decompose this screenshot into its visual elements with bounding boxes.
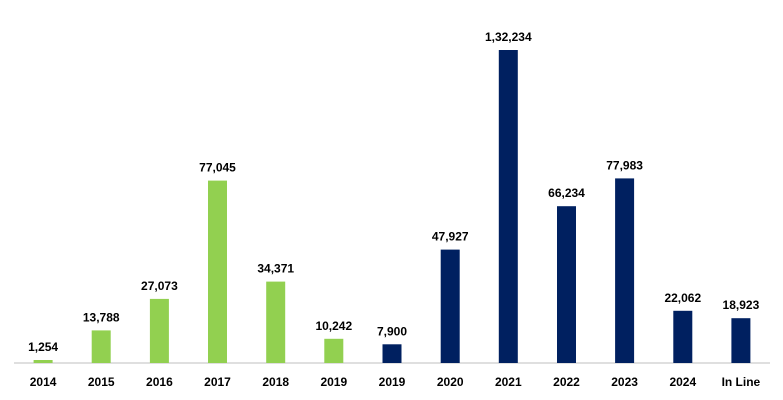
- data-label-12: 22,062: [664, 291, 701, 305]
- x-tick-label-4: 2017: [204, 375, 231, 389]
- bar-13: [731, 318, 751, 363]
- x-tick-label-2: 2015: [88, 375, 115, 389]
- x-tick-label-9: 2021: [495, 375, 522, 389]
- data-label-2: 13,788: [83, 310, 120, 324]
- x-tick-label-3: 2016: [146, 375, 173, 389]
- data-label-1: 1,254: [28, 340, 58, 354]
- x-tick-label-8: 2020: [437, 375, 464, 389]
- x-tick-label-6: 2019: [320, 375, 347, 389]
- bar-3: [149, 298, 169, 363]
- data-label-10: 66,234: [548, 186, 585, 200]
- bar-4: [208, 180, 227, 363]
- bar-6: [324, 338, 344, 363]
- x-tick-label-13: In Line: [722, 375, 761, 389]
- data-label-7: 7,900: [377, 324, 407, 338]
- data-label-6: 10,242: [315, 319, 352, 333]
- x-tick-label-10: 2022: [553, 375, 580, 389]
- bars-group: [33, 50, 751, 363]
- x-tick-label-5: 2018: [262, 375, 289, 389]
- data-label-11: 77,983: [606, 158, 643, 172]
- data-label-8: 47,927: [432, 230, 469, 244]
- bar-12: [673, 310, 693, 363]
- data-label-5: 34,371: [257, 262, 294, 276]
- bar-7: [382, 344, 402, 363]
- data-label-3: 27,073: [141, 279, 178, 293]
- bar-1: [33, 360, 53, 363]
- x-tick-label-1: 2014: [30, 375, 57, 389]
- data-label-13: 18,923: [723, 298, 760, 312]
- data-label-4: 77,045: [199, 161, 236, 175]
- x-tick-label-7: 2019: [379, 375, 406, 389]
- x-tick-labels-group: 2014 2015 2016 2017 2018 2019 2019 2020 2021 2022…: [30, 375, 761, 389]
- x-tick-label-11: 2023: [611, 375, 638, 389]
- bar-2: [91, 330, 111, 363]
- value-labels-group: 1,254 13,788 27,073 77,045 34,371 10,242 7,900…: [28, 30, 759, 354]
- bar-5: [266, 281, 286, 363]
- bar-9: [498, 50, 518, 363]
- bar-8: [440, 249, 460, 363]
- bar-10: [557, 206, 576, 363]
- data-label-9: 1,32,234: [485, 30, 532, 44]
- x-tick-label-12: 2024: [669, 375, 696, 389]
- bar-11: [615, 178, 635, 363]
